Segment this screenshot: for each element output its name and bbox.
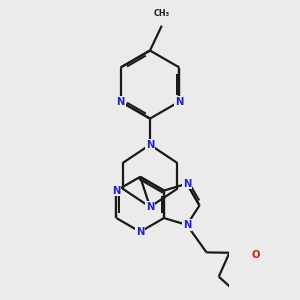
Text: N: N (146, 202, 154, 212)
Text: N: N (146, 140, 154, 150)
Text: O: O (251, 250, 260, 260)
Text: N: N (183, 220, 191, 230)
Text: N: N (183, 179, 191, 189)
Text: CH₃: CH₃ (154, 9, 170, 18)
Text: N: N (136, 227, 144, 237)
Text: N: N (112, 186, 121, 196)
Text: N: N (116, 97, 125, 106)
Text: N: N (175, 97, 184, 106)
